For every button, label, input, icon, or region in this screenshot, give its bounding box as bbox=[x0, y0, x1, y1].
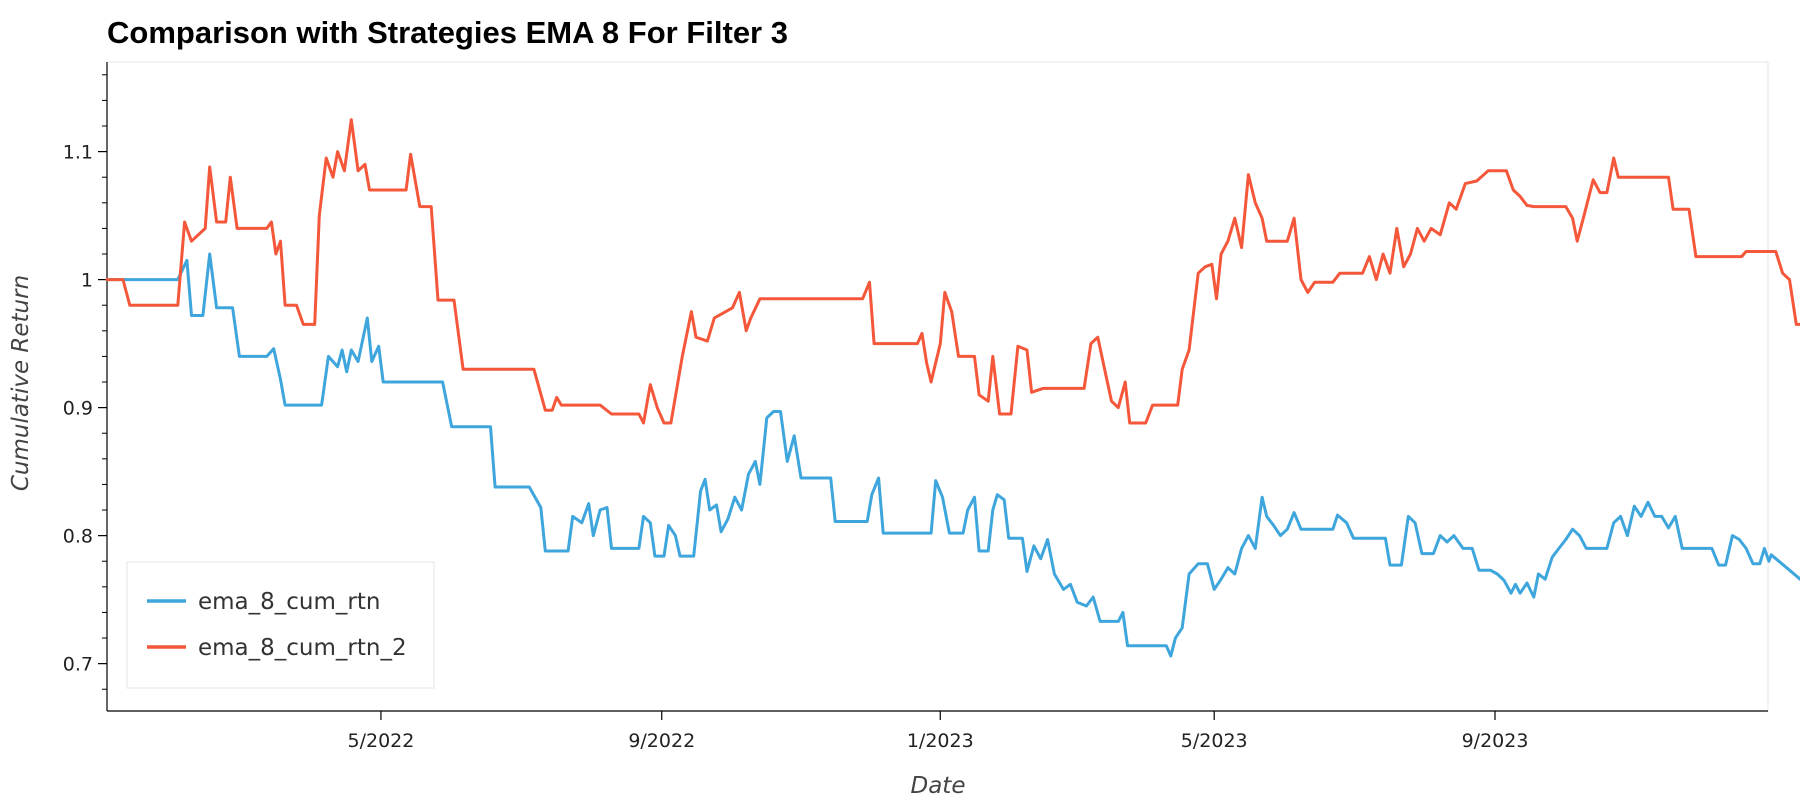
x-axis-label: Date bbox=[911, 773, 966, 799]
y-tick-label: 1.1 bbox=[63, 142, 93, 164]
x-tick-label: 5/2023 bbox=[1181, 730, 1248, 752]
x-tick-label: 1/2023 bbox=[907, 730, 974, 752]
legend-box bbox=[126, 561, 435, 689]
legend-item-ema_8_cum_rtn[interactable]: ema_8_cum_rtn bbox=[147, 589, 380, 615]
legend[interactable]: ema_8_cum_rtn ema_8_cum_rtn_2 bbox=[126, 561, 435, 689]
x-axis: 5/2022 9/2022 1/2023 5/2023 9/2023 bbox=[107, 710, 1768, 752]
series-line-ema_8_cum_rtn_2 bbox=[105, 118, 1800, 425]
x-tick-label: 5/2022 bbox=[348, 730, 415, 752]
y-axis: 0.7 0.8 0.9 1 1.1 bbox=[63, 62, 108, 711]
legend-label: ema_8_cum_rtn_2 bbox=[198, 635, 407, 661]
y-tick-label: 0.9 bbox=[63, 398, 93, 420]
x-tick-label: 9/2023 bbox=[1462, 730, 1529, 752]
y-axis-label: Cumulative Return bbox=[8, 275, 34, 491]
legend-label: ema_8_cum_rtn bbox=[198, 589, 380, 615]
series-line-ema_8_cum_rtn bbox=[105, 252, 1800, 658]
chart-title: Comparison with Strategies EMA 8 For Fil… bbox=[107, 15, 788, 50]
x-tick-label: 9/2022 bbox=[628, 730, 695, 752]
y-tick-label: 0.7 bbox=[63, 654, 93, 676]
y-tick-label: 1 bbox=[81, 270, 93, 292]
y-tick-label: 0.8 bbox=[63, 526, 93, 548]
legend-item-ema_8_cum_rtn_2[interactable]: ema_8_cum_rtn_2 bbox=[147, 635, 407, 661]
plot-frame bbox=[107, 61, 1769, 711]
